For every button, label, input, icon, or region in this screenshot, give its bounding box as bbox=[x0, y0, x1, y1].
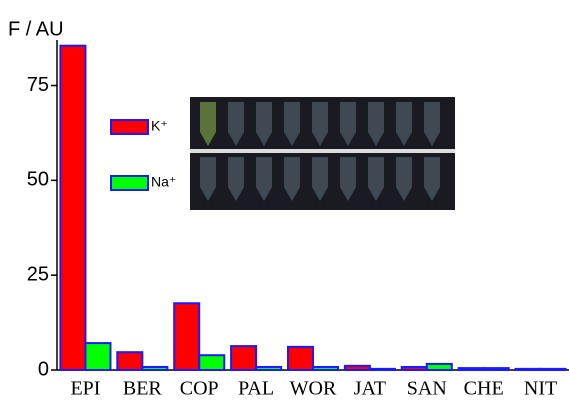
bar bbox=[368, 367, 396, 371]
x-tick-label: BER bbox=[123, 378, 163, 400]
legend-label: K⁺ bbox=[151, 118, 168, 134]
bar bbox=[539, 367, 567, 371]
x-tick-label: WOR bbox=[290, 378, 337, 400]
y-tick-label: 75 bbox=[27, 74, 49, 96]
y-tick-label: 25 bbox=[27, 263, 49, 285]
y-tick-label: 0 bbox=[38, 358, 49, 380]
x-tick-label: PAL bbox=[238, 378, 274, 400]
bar bbox=[312, 365, 340, 371]
x-tick-label: SAN bbox=[407, 378, 447, 400]
x-tick-label: JAT bbox=[354, 378, 386, 400]
bar bbox=[286, 345, 315, 371]
y-tick-label: 50 bbox=[27, 169, 49, 191]
legend-label: Na⁺ bbox=[151, 174, 176, 190]
bar bbox=[514, 367, 542, 371]
legend-swatch bbox=[110, 175, 149, 191]
x-tick-label: NIT bbox=[524, 378, 557, 400]
bar bbox=[173, 302, 201, 372]
y-axis-label: F / AU bbox=[8, 18, 64, 40]
bar bbox=[343, 364, 371, 371]
bar bbox=[141, 365, 169, 371]
bar bbox=[425, 362, 453, 371]
x-tick-label: CHE bbox=[464, 378, 504, 400]
x-tick-label: EPI bbox=[70, 378, 100, 400]
inset-photo bbox=[190, 97, 455, 210]
x-tick-label: COP bbox=[180, 378, 219, 400]
bar bbox=[59, 44, 87, 371]
bar bbox=[230, 345, 258, 372]
bar bbox=[457, 367, 485, 372]
bar bbox=[400, 365, 428, 371]
bar bbox=[116, 351, 144, 372]
bar bbox=[482, 367, 510, 372]
bar bbox=[255, 365, 283, 371]
bar bbox=[198, 354, 226, 372]
legend-swatch bbox=[110, 119, 149, 135]
bar bbox=[84, 342, 112, 372]
